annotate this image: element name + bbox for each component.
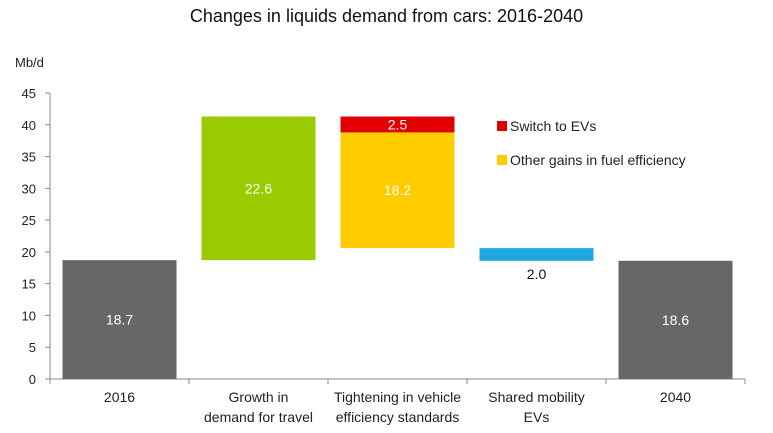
- bar: [62, 260, 177, 379]
- bar: [479, 248, 594, 261]
- y-tick-label: 5: [29, 340, 36, 355]
- bar: [340, 116, 455, 133]
- category-label: 2016: [104, 389, 135, 405]
- y-tick-label: 40: [22, 118, 36, 133]
- category-label: Growth in: [229, 389, 289, 405]
- category-label: Tightening in vehicle: [334, 389, 461, 405]
- legend-label: Switch to EVs: [510, 118, 596, 134]
- y-tick-label: 0: [29, 372, 36, 387]
- data-labels: 18.7 22.6 18.2 2.5 2.0 18.6: [106, 116, 689, 327]
- bar: [618, 260, 733, 379]
- category-labels: 2016 Growth in demand for travel Tightening…: [104, 389, 691, 425]
- data-label: 22.6: [245, 180, 272, 196]
- bars: [62, 116, 733, 379]
- data-label: 2.0: [527, 266, 547, 282]
- category-label: 2040: [660, 389, 691, 405]
- category-label: demand for travel: [204, 409, 313, 425]
- y-axis-label: Mb/d: [15, 55, 44, 70]
- y-tick-label: 20: [22, 245, 36, 260]
- axes: 0 5 10 15 20 25 30 35 40 45: [22, 86, 746, 387]
- legend-swatch: [497, 121, 507, 131]
- category-label: efficiency standards: [336, 409, 459, 425]
- y-tick-label: 25: [22, 213, 36, 228]
- bar: [340, 132, 455, 249]
- bar: [201, 116, 316, 261]
- data-label: 18.2: [384, 182, 411, 198]
- legend-swatch: [497, 155, 507, 165]
- y-tick-label: 15: [22, 277, 36, 292]
- chart-title: Changes in liquids demand from cars: 201…: [189, 6, 584, 26]
- category-label: EVs: [524, 409, 550, 425]
- y-tick-label: 35: [22, 150, 36, 165]
- y-tick-label: 10: [22, 308, 36, 323]
- category-label: Shared mobility: [488, 389, 585, 405]
- data-label: 18.7: [106, 312, 133, 328]
- legend: Switch to EVs Other gains in fuel efficie…: [497, 118, 686, 168]
- data-label: 2.5: [388, 116, 408, 132]
- data-label: 18.6: [662, 312, 689, 328]
- y-tick-label: 30: [22, 181, 36, 196]
- legend-label: Other gains in fuel efficiency: [510, 152, 686, 168]
- y-tick-label: 45: [22, 86, 36, 101]
